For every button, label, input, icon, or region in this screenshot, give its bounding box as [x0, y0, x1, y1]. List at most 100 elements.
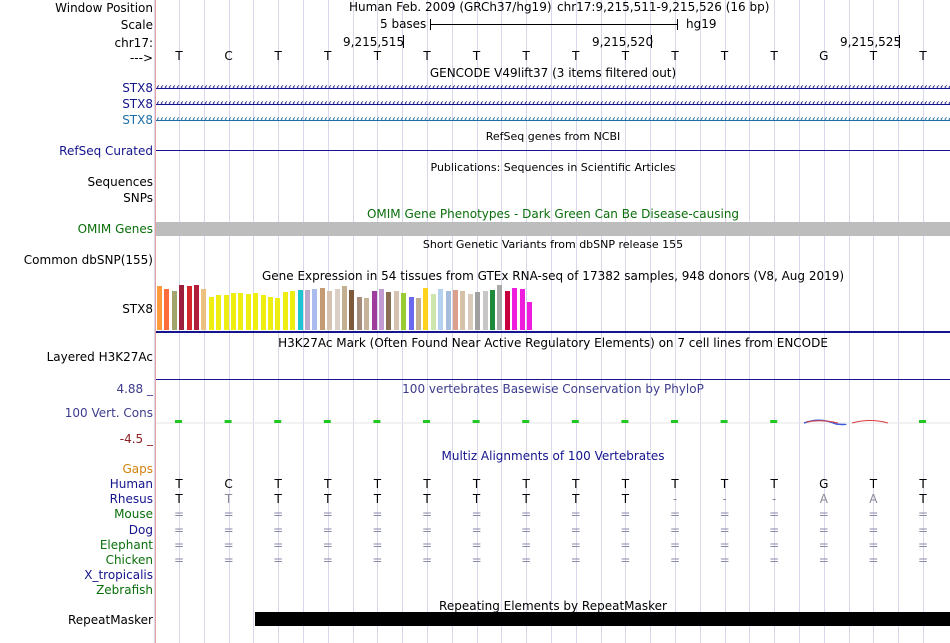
multiz-base: T — [572, 477, 580, 491]
gencode-item-label[interactable]: STX8 — [122, 113, 153, 127]
gtex-tissue-bar[interactable] — [223, 295, 229, 330]
multiz-gaps-label[interactable]: Gaps — [122, 462, 153, 476]
h3k27ac-label[interactable]: Layered H3K27Ac — [46, 350, 153, 364]
multiz-species-label[interactable]: Dog — [128, 522, 153, 537]
gtex-tissue-bar[interactable] — [231, 293, 236, 330]
grid-line — [725, 0, 726, 643]
multiz-base: = — [223, 537, 234, 552]
grid-line — [824, 0, 825, 643]
gencode-transcript[interactable]: ‹‹‹‹‹‹‹‹‹‹‹‹‹‹‹‹‹‹‹‹‹‹‹‹‹‹‹‹‹‹‹‹‹‹‹‹‹‹‹‹… — [156, 99, 950, 109]
multiz-base: T — [919, 477, 927, 491]
gtex-label[interactable]: STX8 — [122, 302, 153, 316]
multiz-base: = — [570, 507, 581, 522]
gtex-tissue-bar[interactable] — [253, 293, 259, 330]
multiz-base: = — [223, 553, 234, 567]
coord-tick — [403, 35, 404, 48]
gtex-tissue-bar[interactable] — [371, 291, 377, 330]
gtex-tissue-bar[interactable] — [290, 291, 296, 330]
multiz-species-label[interactable]: Zebrafish — [96, 583, 153, 598]
gtex-tissue-bar[interactable] — [275, 298, 281, 330]
gtex-tissue-bar[interactable] — [438, 289, 444, 330]
gtex-tissue-bar[interactable] — [319, 288, 325, 330]
gtex-tissue-bar[interactable] — [164, 289, 170, 330]
multiz-species-label[interactable]: Chicken — [105, 553, 153, 567]
gtex-tissue-bar[interactable] — [260, 295, 266, 330]
gtex-tissue-bar[interactable] — [504, 291, 510, 330]
multiz-base: T — [423, 477, 431, 491]
gtex-tissue-bar[interactable] — [245, 294, 251, 330]
phylop-label[interactable]: 100 Vert. Cons — [64, 406, 153, 420]
gtex-tissue-bar[interactable] — [194, 285, 199, 330]
gtex-tissue-bar[interactable] — [393, 291, 399, 330]
multiz-base: = — [917, 522, 929, 537]
gtex-tissue-bar[interactable] — [356, 297, 362, 330]
multiz-base: = — [173, 537, 185, 552]
sequence-base: T — [175, 49, 183, 63]
gtex-tissue-bar[interactable] — [179, 285, 185, 330]
gtex-tissue-bar[interactable] — [482, 291, 488, 330]
gtex-tissue-bar[interactable] — [216, 295, 222, 330]
gtex-tissue-bar[interactable] — [342, 286, 347, 330]
gtex-tissue-bar[interactable] — [305, 290, 310, 330]
sequence-base: T — [522, 49, 530, 63]
gtex-tissue-bar[interactable] — [453, 290, 458, 330]
omim-label[interactable]: OMIM Genes — [77, 222, 153, 236]
gtex-tissue-bar[interactable] — [334, 289, 340, 330]
gencode-transcript[interactable]: ‹‹‹‹‹‹‹‹‹‹‹‹‹‹‹‹‹‹‹‹‹‹‹‹‹‹‹‹‹‹‹‹‹‹‹‹‹‹‹‹… — [156, 115, 950, 125]
gtex-tissue-bar[interactable] — [497, 285, 503, 330]
gtex-tissue-bar[interactable] — [445, 291, 451, 330]
multiz-base: = — [521, 507, 532, 522]
gtex-tissue-bar[interactable] — [490, 290, 495, 330]
gencode-item-label[interactable]: STX8 — [122, 81, 153, 95]
multiz-base: = — [322, 507, 333, 522]
gtex-tissue-bar[interactable] — [268, 297, 273, 330]
multiz-species-label[interactable]: Elephant — [99, 537, 153, 552]
multiz-base: = — [669, 537, 681, 552]
gtex-tissue-bar[interactable] — [208, 297, 214, 330]
gtex-tissue-bar[interactable] — [297, 290, 303, 330]
gtex-tissue-bar[interactable] — [430, 294, 436, 330]
multiz-base: T — [572, 492, 580, 507]
gtex-tissue-bar[interactable] — [527, 302, 532, 330]
gtex-tissue-bar[interactable] — [423, 288, 429, 330]
gtex-tissue-bar[interactable] — [238, 293, 244, 330]
multiz-base: = — [471, 507, 482, 522]
gtex-tissue-bar[interactable] — [386, 292, 392, 330]
multiz-species-label[interactable]: Mouse — [114, 507, 153, 522]
repeatmasker-element[interactable] — [255, 612, 950, 626]
gtex-tissue-bar[interactable] — [519, 289, 525, 330]
publications-snps-label[interactable]: SNPs — [123, 191, 153, 205]
gtex-tissue-bar[interactable] — [157, 286, 162, 330]
omim-feature-bar[interactable] — [156, 222, 950, 236]
gencode-item-label[interactable]: STX8 — [122, 97, 153, 111]
refseq-label[interactable]: RefSeq Curated — [59, 144, 153, 158]
gtex-tissue-bar[interactable] — [460, 291, 466, 330]
gtex-tissue-bar[interactable] — [379, 289, 384, 330]
gtex-tissue-bar[interactable] — [171, 291, 177, 330]
gtex-tissue-bar[interactable] — [467, 294, 473, 330]
gtex-tissue-bar[interactable] — [282, 292, 288, 330]
gtex-tissue-bar[interactable] — [201, 289, 207, 330]
gtex-tissue-bar[interactable] — [416, 298, 421, 330]
gtex-tissue-bar[interactable] — [408, 297, 414, 330]
publications-sequences-label[interactable]: Sequences — [87, 175, 153, 189]
gtex-tissue-bar[interactable] — [475, 292, 481, 330]
gtex-tissue-bar[interactable] — [349, 290, 355, 330]
dbsnp-label[interactable]: Common dbSNP(155) — [23, 253, 153, 267]
sequence-base: T — [770, 49, 778, 63]
gtex-tissue-bar[interactable] — [186, 286, 192, 330]
refseq-gene-line[interactable] — [156, 150, 950, 151]
gtex-tissue-bar[interactable] — [327, 291, 333, 330]
gtex-tissue-bar[interactable] — [512, 288, 518, 330]
multiz-base: = — [372, 537, 383, 552]
grid-line — [799, 0, 800, 643]
gencode-transcript[interactable]: ‹‹‹‹‹‹‹‹‹‹‹‹‹‹‹‹‹‹‹‹‹‹‹‹‹‹‹‹‹‹‹‹‹‹‹‹‹‹‹‹… — [156, 83, 950, 93]
multiz-species-label[interactable]: Rhesus — [109, 492, 153, 507]
gtex-tissue-bar[interactable] — [312, 289, 318, 330]
gtex-tissue-bar[interactable] — [364, 298, 370, 330]
multiz-species-label[interactable]: X_tropicalis — [84, 568, 153, 583]
repeatmasker-label[interactable]: RepeatMasker — [67, 613, 153, 627]
position-text[interactable]: chr17:9,215,511-9,215,526 (16 bp) — [557, 0, 770, 14]
gtex-tissue-bar[interactable] — [401, 293, 407, 330]
multiz-species-label[interactable]: Human — [109, 477, 153, 491]
